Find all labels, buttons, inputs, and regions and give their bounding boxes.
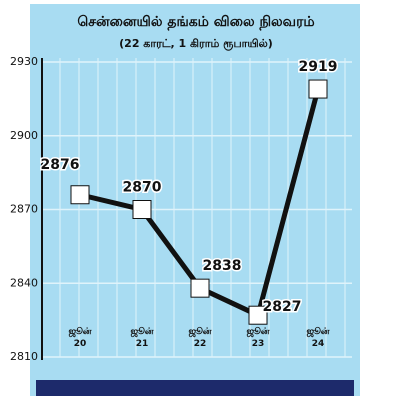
y-tick-label: 2810 — [10, 350, 38, 363]
plot: 2876 2870 2838 2827 2919 — [39, 58, 339, 325]
y-tick-label: 2870 — [10, 203, 38, 216]
value-label: 2919 — [299, 59, 338, 75]
value-label: 2876 — [41, 157, 80, 173]
y-tick-label: 2930 — [10, 55, 38, 68]
chart-subtitle: (22 காரட், 1 கிராம் ரூபாயில்) — [119, 37, 273, 51]
x-tick-label: ஜூன் 23 — [246, 327, 270, 349]
value-label: 2827 — [263, 299, 302, 315]
marker — [132, 200, 152, 219]
x-tick-label: ஜூன் 24 — [306, 327, 330, 349]
y-tick-label: 2900 — [10, 129, 38, 142]
marker — [70, 185, 90, 205]
marker — [308, 79, 328, 99]
x-tick-label: ஜூன் 20 — [68, 327, 92, 349]
marker — [190, 278, 210, 298]
footer-strip — [36, 380, 354, 396]
value-label: 2870 — [123, 180, 162, 196]
x-tick-label: ஜூன் 22 — [188, 327, 212, 349]
chart-title: சென்னையில் தங்கம் விலை நிலவரம் — [77, 14, 314, 31]
y-tick-label: 2840 — [10, 276, 38, 289]
value-label: 2838 — [203, 258, 242, 274]
x-tick-label: ஜூன் 21 — [130, 327, 154, 349]
marker — [248, 305, 268, 325]
